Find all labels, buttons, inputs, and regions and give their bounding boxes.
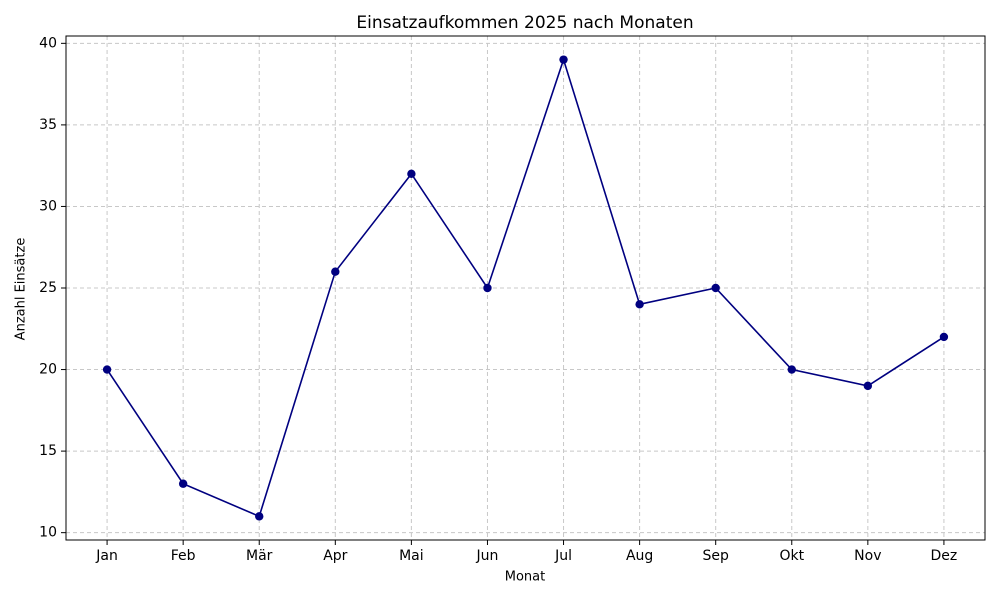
data-point [711,283,720,293]
x-tick-label: Sep [702,548,729,564]
data-point [255,512,264,521]
data-point [939,332,949,342]
data-point [787,365,796,374]
data-point [178,479,188,488]
data-point [483,283,492,293]
x-tick-label: Mär [246,548,273,564]
x-tick-label: Apr [323,548,347,564]
data-point [407,169,416,179]
x-tick-label: Feb [171,548,196,564]
x-tick-label: Jan [95,548,118,564]
data-point [863,381,873,391]
data-point [635,300,644,309]
y-tick-label: 25 [39,280,57,296]
x-tick-label: Okt [779,548,804,564]
x-tick-label: Jul [554,548,572,564]
y-tick-label: 35 [39,117,57,133]
x-tick-label: Aug [626,548,653,564]
y-tick-label: 10 [39,525,57,541]
x-tick-label: Nov [854,548,881,564]
x-tick-label: Jun [476,548,499,564]
data-point [102,365,112,374]
data-point [331,267,340,276]
chart-title: Einsatzaufkommen 2025 nach Monaten [356,13,693,33]
y-tick-label: 20 [39,362,57,378]
y-axis-label: Anzahl Einsätze [14,238,29,341]
x-tick-label: Mai [399,548,424,564]
x-axis-label: Monat [505,570,545,585]
y-tick-label: 15 [39,443,57,459]
plot-frame [65,35,986,541]
x-tick-label: Dez [931,548,958,564]
y-tick-label: 30 [39,198,57,214]
series-line [106,57,945,518]
data-point [559,55,568,64]
y-tick-label: 40 [39,35,57,51]
